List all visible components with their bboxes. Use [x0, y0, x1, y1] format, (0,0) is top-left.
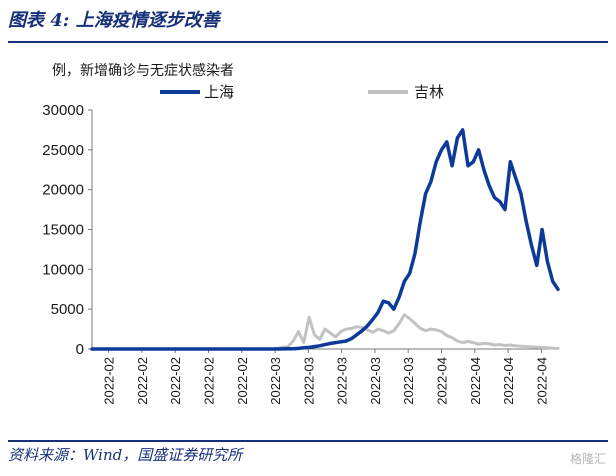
legend-label-jilin: 吉林: [414, 83, 444, 101]
x-tick-label: 2022-03: [401, 357, 416, 405]
x-tick-label: 2022-03: [368, 357, 383, 405]
x-tick-label: 2022-02: [168, 357, 183, 405]
x-tick-label: 2022-04: [534, 357, 549, 405]
x-tick-label: 2022-02: [102, 357, 117, 405]
x-tick-label: 2022-02: [235, 357, 250, 405]
x-tick-label: 2022-03: [301, 357, 316, 405]
x-tick-label: 2022-04: [468, 357, 483, 405]
y-axis: 0 5000 10000 15000 20000 25000 30000: [42, 102, 93, 358]
y-tick-label: 25000: [42, 142, 84, 159]
x-tick-label: 2022-03: [268, 357, 283, 405]
x-tick-label: 2022-02: [202, 357, 217, 405]
y-tick-label: 15000: [42, 222, 84, 239]
source-rule: [8, 440, 608, 442]
chart-title: 图表 4: 上海疫情逐步改善: [8, 10, 220, 31]
x-axis: 2022-02 2022-02 2022-02 2022-02 2022-02 2022-…: [92, 348, 558, 405]
y-tick-label: 30000: [42, 102, 84, 119]
y-tick-label: 10000: [42, 261, 84, 278]
title-rule: [8, 41, 608, 43]
source-note: 资料来源：Wind，国盛证券研究所: [8, 446, 243, 464]
x-tick-label: 2022-03: [335, 357, 350, 405]
y-tick-label: 0: [76, 341, 84, 358]
x-tick-label: 2022-04: [501, 357, 516, 405]
series-line-shanghai: [90, 128, 560, 351]
legend-label-shanghai: 上海: [204, 83, 234, 101]
x-tick-label: 2022-02: [135, 357, 150, 405]
y-tick-label: 20000: [42, 182, 84, 199]
chart-subtitle: 例，新增确诊与无症状感染者: [52, 63, 234, 79]
y-tick-label: 5000: [51, 301, 84, 318]
series-layer: [90, 128, 560, 351]
watermark-logo: 格隆汇: [569, 452, 606, 466]
x-tick-label: 2022-04: [435, 357, 450, 405]
legend: 上海 吉林: [160, 83, 444, 101]
